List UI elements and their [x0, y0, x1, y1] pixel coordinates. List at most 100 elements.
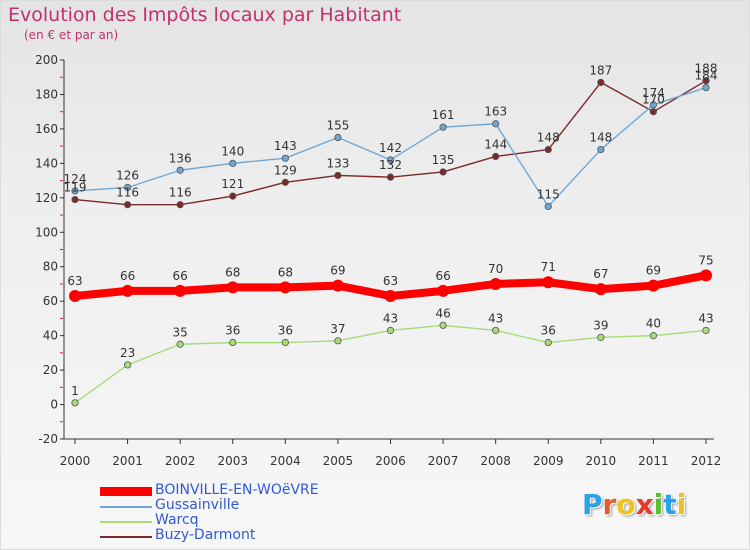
legend-swatch: [100, 521, 152, 523]
data-label: 132: [379, 158, 402, 172]
x-tick-label: 2000: [60, 454, 91, 468]
proxiti-logo: Proxiti: [582, 488, 687, 521]
data-label: 143: [274, 139, 297, 153]
data-point: [702, 83, 710, 92]
data-point: [229, 338, 237, 347]
data-label: 115: [537, 187, 560, 201]
data-point: [334, 133, 342, 142]
data-point: [226, 281, 239, 294]
data-label: 148: [537, 131, 560, 145]
data-label: 40: [646, 317, 661, 331]
x-tick-label: 2006: [375, 454, 406, 468]
data-point: [439, 123, 447, 131]
data-label: 187: [589, 63, 612, 77]
x-tick-label: 2002: [165, 454, 196, 468]
data-label: 116: [116, 186, 139, 200]
data-label: 46: [435, 306, 450, 320]
data-point: [649, 108, 658, 116]
data-point: [647, 279, 660, 292]
data-point: [492, 120, 500, 128]
data-point: [71, 195, 79, 204]
data-point: [176, 340, 184, 348]
data-point: [437, 284, 450, 297]
data-label: 71: [541, 260, 556, 274]
data-point: [597, 333, 605, 341]
data-label: 188: [695, 62, 718, 76]
data-label: 119: [64, 181, 87, 195]
data-point: [386, 156, 395, 164]
y-tick-label: 60: [43, 294, 58, 308]
data-label: 36: [541, 324, 556, 338]
data-label: 36: [225, 324, 240, 338]
data-label: 121: [221, 177, 244, 191]
x-tick-label: 2007: [428, 454, 459, 468]
data-point: [489, 277, 502, 290]
data-point: [71, 187, 79, 195]
data-point: [649, 332, 658, 340]
x-tick-label: 2011: [638, 454, 669, 468]
data-point: [594, 283, 607, 296]
data-point: [176, 201, 184, 209]
data-point: [331, 279, 344, 292]
data-label: 124: [64, 172, 87, 186]
y-tick-label: 20: [43, 363, 58, 377]
data-label: 174: [642, 86, 665, 100]
legend-swatch: [100, 487, 152, 496]
data-point: [174, 284, 187, 297]
series-line-2: [74, 324, 707, 404]
y-tick-label: 80: [43, 260, 58, 274]
data-point: [334, 337, 342, 345]
data-label: 43: [698, 311, 713, 325]
data-label: 163: [484, 105, 507, 119]
data-point: [281, 178, 289, 186]
data-point: [544, 145, 552, 154]
data-label: 66: [120, 269, 135, 283]
data-point: [700, 269, 712, 282]
data-label: 161: [432, 108, 455, 122]
data-label: 36: [278, 324, 293, 338]
data-label: 155: [326, 119, 349, 133]
data-label: 69: [646, 264, 661, 278]
data-label: 135: [432, 153, 455, 167]
data-point: [123, 201, 132, 209]
legend-label: Warcq: [155, 512, 199, 528]
data-label: 69: [330, 264, 345, 278]
data-label: 142: [379, 141, 402, 155]
data-point: [229, 159, 237, 167]
data-label: 170: [642, 93, 665, 107]
legend-swatch: [100, 506, 152, 508]
data-label: 116: [169, 186, 192, 200]
y-tick-label: 0: [50, 398, 58, 412]
y-tick-label: 120: [35, 191, 58, 205]
data-point: [597, 78, 605, 86]
x-tick-label: 2008: [480, 454, 511, 468]
data-point: [71, 399, 79, 407]
data-point: [384, 290, 397, 303]
data-point: [702, 77, 710, 85]
data-point: [649, 101, 658, 109]
data-point: [279, 281, 292, 294]
x-tick-label: 2010: [586, 454, 617, 468]
data-point: [121, 284, 134, 297]
data-label: 43: [383, 311, 398, 325]
data-label: 63: [383, 274, 398, 288]
data-label: 70: [488, 262, 503, 276]
data-label: 43: [488, 311, 503, 325]
data-point: [492, 326, 500, 335]
y-tick-label: 40: [43, 329, 58, 343]
chart-title: Evolution des Impôts locaux par Habitant: [8, 4, 402, 26]
data-point: [229, 192, 237, 200]
data-label: 133: [326, 156, 349, 170]
x-tick-label: 2009: [533, 454, 564, 468]
data-point: [544, 338, 552, 347]
x-tick-label: 2012: [691, 454, 722, 468]
data-label: 66: [173, 269, 188, 283]
data-label: 68: [225, 265, 240, 279]
x-tick-label: 2001: [112, 454, 143, 468]
data-point: [702, 326, 710, 335]
y-tick-label: 100: [35, 225, 58, 239]
x-tick-label: 2004: [270, 454, 301, 468]
legend-swatch: [100, 536, 152, 538]
